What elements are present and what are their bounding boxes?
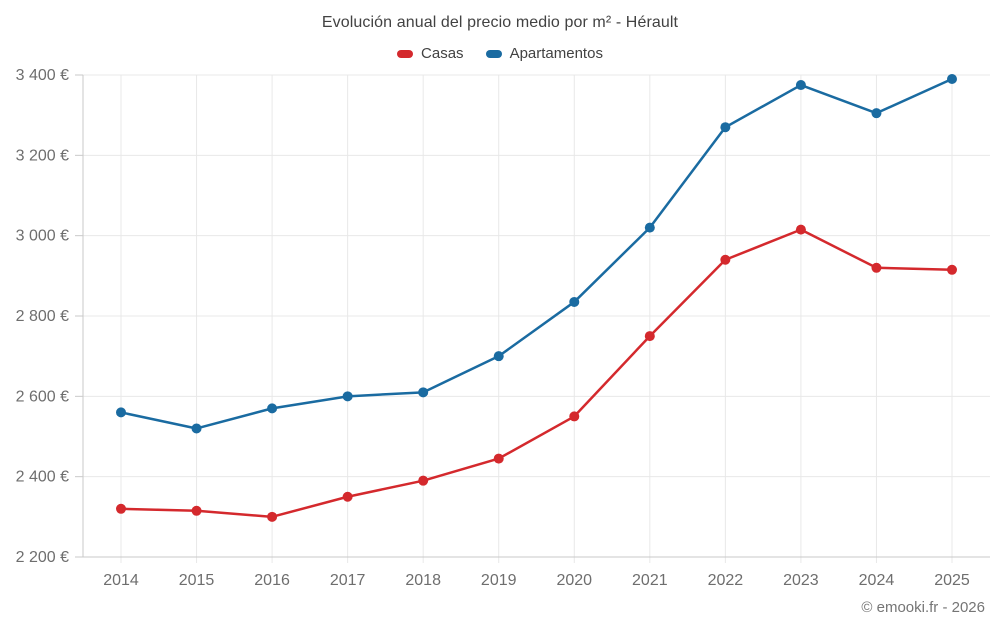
data-point-apartamentos-2018[interactable] xyxy=(418,387,429,398)
x-axis-label: 2016 xyxy=(254,572,290,589)
x-axis-label: 2020 xyxy=(556,572,592,589)
data-point-apartamentos-2023[interactable] xyxy=(795,80,806,91)
y-axis-label: 2 800 € xyxy=(16,308,69,325)
data-point-casas-2021[interactable] xyxy=(644,331,655,342)
x-axis-label: 2025 xyxy=(934,572,970,589)
data-point-casas-2019[interactable] xyxy=(493,453,504,464)
legend-item-apartamentos[interactable]: Apartamentos xyxy=(485,45,603,62)
series-line-apartamentos xyxy=(119,77,954,430)
legend: Casas Apartamentos xyxy=(0,45,1000,62)
attribution-watermark: © emooki.fr - 2026 xyxy=(861,599,985,616)
data-point-apartamentos-2017[interactable] xyxy=(342,391,353,402)
data-point-casas-2014[interactable] xyxy=(116,503,126,514)
x-axis-label: 2024 xyxy=(859,572,895,589)
data-point-casas-2018[interactable] xyxy=(418,475,429,486)
data-point-casas-2023[interactable] xyxy=(795,224,806,235)
data-point-apartamentos-2014[interactable] xyxy=(116,407,126,418)
legend-label-apartamentos: Apartamentos xyxy=(509,45,603,62)
x-axis-label: 2023 xyxy=(783,572,819,589)
data-point-casas-2017[interactable] xyxy=(342,491,353,502)
x-axis-label: 2018 xyxy=(405,572,441,589)
legend-item-casas[interactable]: Casas xyxy=(397,45,464,62)
x-axis-label: 2015 xyxy=(179,572,215,589)
series-line-casas xyxy=(119,228,954,519)
data-point-apartamentos-2022[interactable] xyxy=(720,122,731,133)
x-axis-label: 2021 xyxy=(632,572,668,589)
data-point-casas-2015[interactable] xyxy=(191,505,202,516)
y-axis-label: 3 000 € xyxy=(16,228,69,245)
data-point-apartamentos-2019[interactable] xyxy=(493,351,504,362)
data-point-casas-2025[interactable] xyxy=(947,264,957,275)
data-point-apartamentos-2021[interactable] xyxy=(644,222,655,233)
data-point-casas-2022[interactable] xyxy=(720,254,731,265)
data-point-apartamentos-2016[interactable] xyxy=(267,403,278,414)
legend-label-casas: Casas xyxy=(421,45,464,62)
x-axis-label: 2022 xyxy=(708,572,744,589)
data-point-apartamentos-2025[interactable] xyxy=(947,74,957,85)
y-axis-label: 2 400 € xyxy=(16,469,69,486)
data-point-apartamentos-2015[interactable] xyxy=(191,423,202,434)
y-axis-label: 2 600 € xyxy=(16,388,69,405)
x-axis-label: 2014 xyxy=(103,572,139,589)
legend-marker-casas xyxy=(397,49,414,58)
legend-marker-apartamentos xyxy=(485,49,502,58)
data-point-apartamentos-2024[interactable] xyxy=(871,108,882,119)
y-axis-label: 2 200 € xyxy=(16,549,69,566)
data-point-casas-2020[interactable] xyxy=(569,411,580,422)
x-axis-label: 2017 xyxy=(330,572,366,589)
data-point-apartamentos-2020[interactable] xyxy=(569,296,580,307)
y-axis-label: 3 400 € xyxy=(16,67,69,84)
y-axis-label: 3 200 € xyxy=(16,147,69,164)
data-point-casas-2016[interactable] xyxy=(267,511,278,522)
chart-title: Evolución anual del precio medio por m² … xyxy=(321,14,679,31)
data-point-casas-2024[interactable] xyxy=(871,262,882,273)
x-axis-label: 2019 xyxy=(481,572,517,589)
